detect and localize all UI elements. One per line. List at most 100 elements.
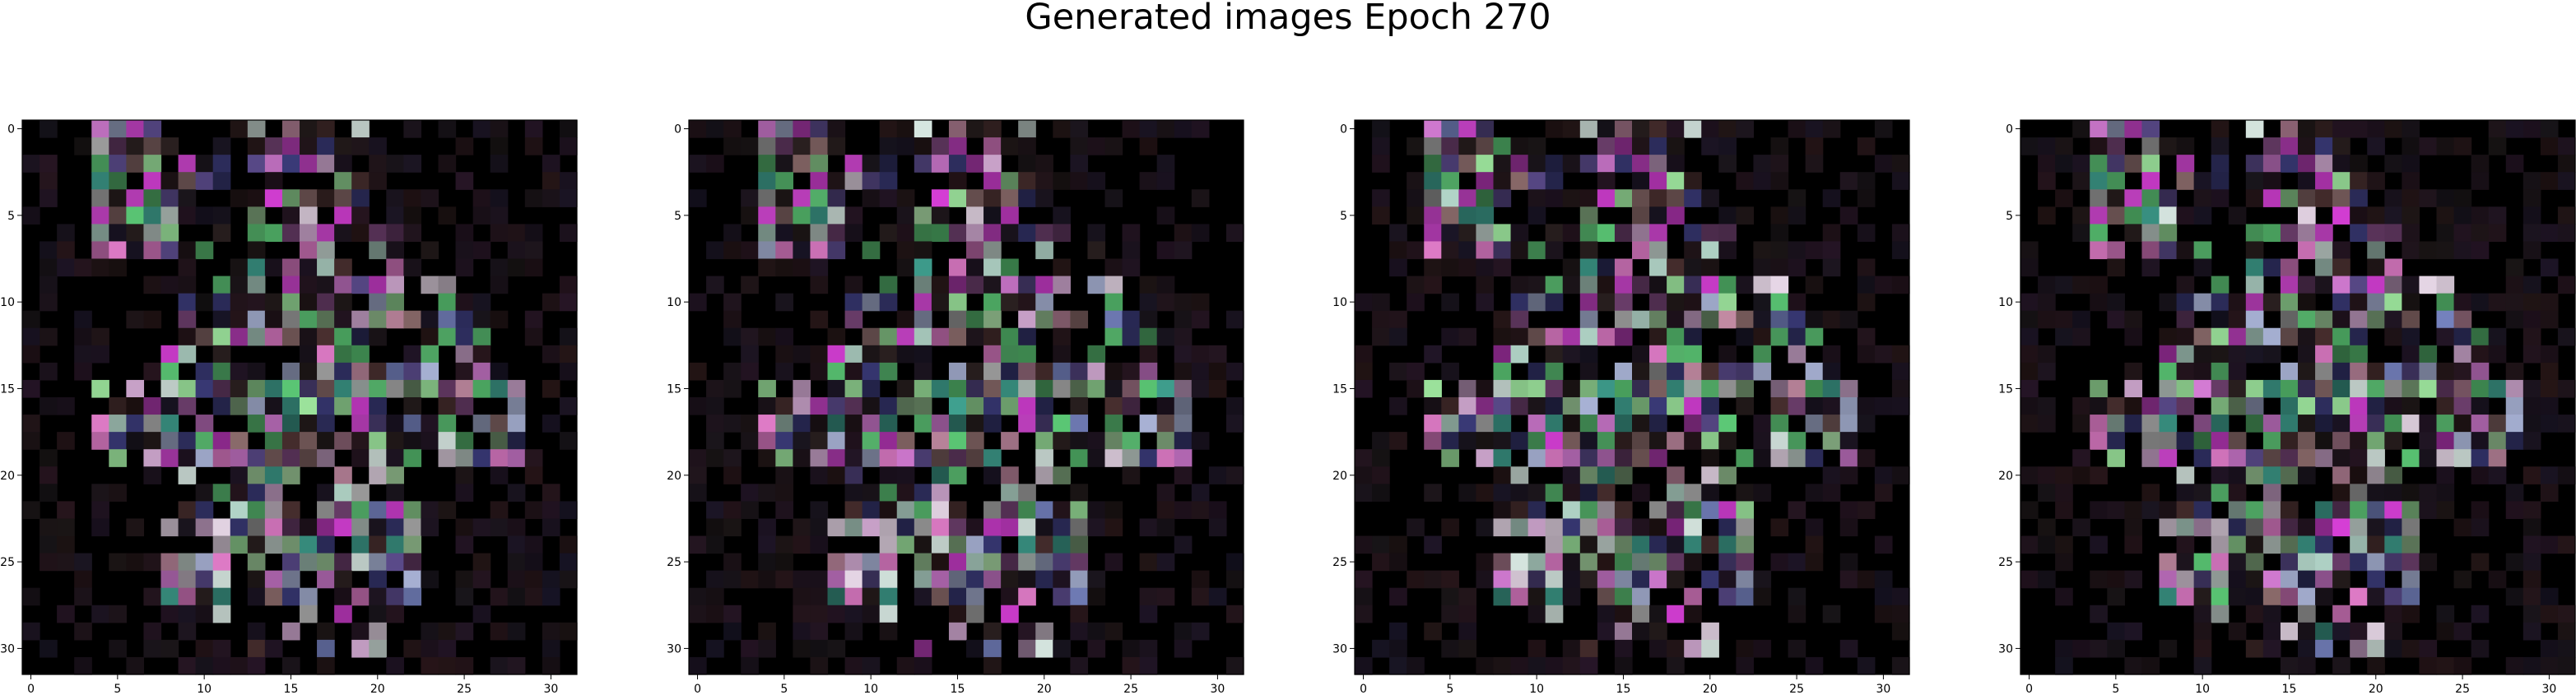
pixel bbox=[264, 518, 283, 537]
pixel bbox=[2090, 276, 2108, 294]
pixel bbox=[1614, 518, 1633, 537]
pixel bbox=[1424, 345, 1442, 364]
pixel bbox=[2228, 501, 2247, 520]
pixel bbox=[1174, 327, 1193, 346]
pixel bbox=[403, 362, 422, 381]
pixel bbox=[2384, 293, 2402, 312]
pixel bbox=[1510, 241, 1529, 260]
pixel bbox=[1545, 570, 1564, 589]
pixel bbox=[300, 310, 318, 329]
pixel bbox=[1018, 189, 1036, 207]
pixel bbox=[2488, 415, 2507, 433]
pixel bbox=[1649, 362, 1667, 381]
pixel bbox=[507, 397, 526, 415]
pixel bbox=[2280, 397, 2299, 415]
pixel bbox=[2523, 241, 2541, 260]
pixel bbox=[559, 189, 578, 207]
pixel bbox=[1070, 155, 1089, 173]
pixel bbox=[1139, 120, 1158, 138]
pixel bbox=[1122, 120, 1141, 138]
pixel bbox=[2523, 276, 2541, 294]
pixel bbox=[1122, 449, 1141, 467]
pixel bbox=[1545, 605, 1564, 623]
pixel bbox=[775, 189, 793, 207]
pixel bbox=[212, 379, 231, 398]
pixel bbox=[247, 449, 266, 467]
pixel bbox=[793, 224, 811, 243]
pixel bbox=[247, 466, 266, 484]
pixel bbox=[810, 224, 829, 243]
pixel bbox=[2298, 172, 2316, 190]
pixel bbox=[2436, 656, 2455, 675]
pixel bbox=[1441, 293, 1459, 312]
pixel bbox=[1649, 622, 1667, 641]
pixel bbox=[914, 137, 932, 155]
pixel bbox=[195, 293, 214, 312]
pixel bbox=[455, 587, 474, 606]
pixel bbox=[264, 639, 283, 658]
pixel bbox=[1070, 137, 1089, 155]
pixel bbox=[741, 501, 759, 520]
pixel bbox=[1597, 535, 1616, 554]
pixel bbox=[1191, 484, 1210, 502]
pixel bbox=[1736, 449, 1755, 467]
pixel bbox=[1493, 570, 1512, 589]
pixel bbox=[1458, 587, 1477, 606]
pixel bbox=[2350, 639, 2368, 658]
pixel bbox=[2350, 310, 2368, 329]
pixel bbox=[1527, 137, 1546, 155]
pixel bbox=[2228, 310, 2247, 329]
pixel bbox=[1476, 397, 1495, 415]
pixel bbox=[1545, 155, 1564, 173]
pixel bbox=[810, 172, 829, 190]
pixel bbox=[1018, 155, 1036, 173]
pixel bbox=[1372, 155, 1390, 173]
pixel bbox=[2540, 310, 2559, 329]
pixel bbox=[369, 224, 387, 243]
pixel bbox=[810, 466, 829, 484]
pixel bbox=[2523, 501, 2541, 520]
pixel bbox=[2436, 397, 2455, 415]
pixel bbox=[300, 327, 318, 346]
pixel bbox=[1701, 466, 1719, 484]
pixel bbox=[2402, 570, 2420, 589]
pixel bbox=[351, 397, 370, 415]
pixel bbox=[455, 570, 474, 589]
pixel bbox=[195, 553, 214, 572]
pixel bbox=[2245, 605, 2264, 623]
pixel bbox=[507, 570, 526, 589]
pixel bbox=[1597, 415, 1616, 433]
pixel bbox=[1156, 120, 1175, 138]
pixel bbox=[1597, 570, 1616, 589]
pixel bbox=[1510, 587, 1529, 606]
pixel bbox=[1389, 432, 1407, 450]
pixel bbox=[403, 518, 422, 537]
pixel bbox=[1424, 241, 1442, 260]
pixel bbox=[369, 570, 387, 589]
pixel bbox=[862, 587, 881, 606]
pixel bbox=[1001, 224, 1019, 243]
pixel bbox=[1191, 379, 1210, 398]
pixel bbox=[455, 466, 474, 484]
pixel bbox=[1493, 553, 1512, 572]
pixel bbox=[542, 622, 560, 641]
pixel bbox=[1053, 327, 1071, 346]
pixel bbox=[844, 449, 863, 467]
pixel bbox=[281, 415, 300, 433]
pixel bbox=[1770, 432, 1789, 450]
pixel bbox=[2384, 484, 2402, 502]
pixel bbox=[1839, 553, 1858, 572]
pixel bbox=[455, 535, 474, 554]
pixel bbox=[1389, 622, 1407, 641]
pixel bbox=[1632, 189, 1650, 207]
pixel bbox=[1649, 293, 1667, 312]
pixel bbox=[281, 518, 300, 537]
pixel bbox=[438, 397, 457, 415]
pixel bbox=[1053, 587, 1071, 606]
pixel bbox=[1788, 397, 1806, 415]
pixel bbox=[1053, 345, 1071, 364]
pixel bbox=[1156, 293, 1175, 312]
pixel bbox=[827, 189, 846, 207]
pixel bbox=[91, 345, 109, 364]
pixel bbox=[1035, 397, 1053, 415]
